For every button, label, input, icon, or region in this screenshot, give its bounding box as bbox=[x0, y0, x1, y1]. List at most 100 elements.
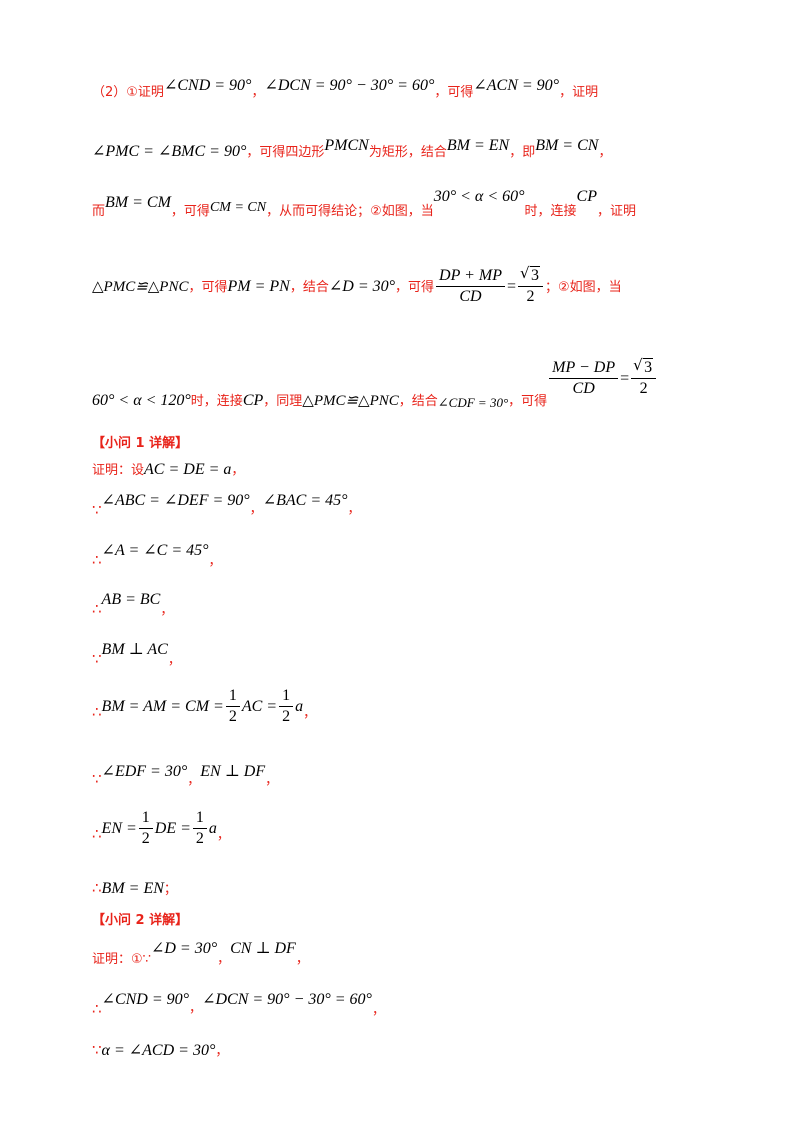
text: ， bbox=[251, 85, 265, 100]
sqrt-value: 3 bbox=[530, 266, 540, 284]
fraction-denominator: 2 bbox=[631, 378, 657, 397]
math-expression: DE = bbox=[154, 820, 191, 837]
text: ，可得 bbox=[170, 204, 210, 219]
summary-line-5: 60° < α < 120°时，连接CP，同理△PMC≌△PNC，结合∠CDF … bbox=[92, 358, 658, 409]
text: ； bbox=[163, 882, 177, 897]
math-expression: ∠ABC = ∠DEF = 90° bbox=[101, 492, 250, 509]
math-expression: ∠EDF = 30° bbox=[101, 763, 188, 780]
text: ， bbox=[249, 502, 263, 517]
math-expression: BM = CM bbox=[105, 194, 171, 211]
fraction-numerator: DP + MP bbox=[439, 267, 502, 284]
math-expression: ∠D = 30° bbox=[328, 278, 396, 295]
text: ，同理 bbox=[263, 394, 303, 409]
fraction-denominator: 2 bbox=[279, 706, 294, 725]
math-expression: BM = AM = CM = bbox=[101, 698, 224, 715]
text: ， bbox=[303, 706, 317, 721]
fraction-numerator: 1 bbox=[282, 687, 291, 704]
math-expression: PMCN bbox=[324, 137, 369, 154]
text: ，可得 bbox=[188, 280, 228, 295]
part1-line-9: ∴BM = EN； bbox=[92, 880, 177, 897]
because-symbol: ∵ bbox=[92, 650, 102, 668]
fraction: DP + MP CD bbox=[436, 268, 505, 305]
text: ，从而可得结论；②如图，当 bbox=[266, 204, 434, 219]
text: ， bbox=[371, 1003, 385, 1018]
text: ， bbox=[187, 773, 201, 788]
text: ， bbox=[189, 1001, 203, 1016]
part2-line-3: ∵α = ∠ACD = 30°， bbox=[92, 1042, 228, 1059]
text: ，可得四边形 bbox=[246, 145, 325, 160]
part1-line-2: ∵∠ABC = ∠DEF = 90°，∠BAC = 45°， bbox=[92, 492, 361, 518]
because-symbol: ∵ bbox=[92, 1041, 102, 1059]
text: ，可得 bbox=[508, 394, 548, 409]
part2-heading: 【小问 2 详解】 bbox=[92, 911, 188, 927]
math-expression: ∠DCN = 90° − 30° = 60° bbox=[264, 77, 435, 94]
sqrt-value: 3 bbox=[643, 358, 654, 376]
math-expression: ∠BAC = 45° bbox=[262, 492, 348, 509]
text: ， bbox=[216, 828, 230, 843]
part1-line-5: ∵BM ⊥ AC， bbox=[92, 641, 181, 668]
fraction-denominator: 2 bbox=[192, 828, 207, 847]
part1-line-7: ∵∠EDF = 30°，EN ⊥ DF， bbox=[92, 763, 278, 788]
therefore-symbol: ∴ bbox=[92, 825, 102, 843]
equals-sign: = bbox=[620, 370, 630, 387]
text: ，可得 bbox=[434, 85, 474, 100]
math-expression: ∠CND = 90° bbox=[163, 77, 252, 94]
text: ， bbox=[167, 653, 181, 668]
math-expression: ∠D = 30° bbox=[150, 940, 218, 957]
therefore-symbol: ∴ bbox=[92, 879, 102, 897]
part2-line-2: ∴∠CND = 90°，∠DCN = 90° − 30° = 60°， bbox=[92, 991, 385, 1018]
fraction-numerator: 1 bbox=[228, 687, 237, 704]
summary-line-3: 而BM = CM，可得CM = CN，从而可得结论；②如图，当30° < α <… bbox=[92, 189, 636, 219]
math-expression: ∠A = ∠C = 45° bbox=[101, 542, 209, 559]
text: 证明：①∵ bbox=[92, 952, 151, 967]
text: ， bbox=[295, 952, 309, 967]
math-expression: AC = bbox=[241, 698, 278, 715]
math-expression: 60° < α < 120° bbox=[92, 392, 191, 409]
part1-line-6: ∴BM = AM = CM = 1 2 AC = 1 2 a， bbox=[92, 688, 316, 725]
text: ， bbox=[598, 145, 612, 160]
math-expression: PM = PN bbox=[227, 278, 290, 295]
math-expression: BM = EN bbox=[446, 137, 510, 154]
fraction-denominator: 2 bbox=[138, 828, 153, 847]
sqrt-symbol: 3 bbox=[520, 266, 540, 284]
math-expression: ∠CND = 90° bbox=[101, 991, 190, 1008]
math-expression: CM = CN bbox=[209, 200, 267, 215]
text: ，结合 bbox=[289, 280, 329, 295]
text: 时，连接 bbox=[190, 394, 243, 409]
text: ，结合 bbox=[398, 394, 438, 409]
math-expression: α = ∠ACD = 30° bbox=[101, 1042, 216, 1059]
math-expression: CP bbox=[576, 188, 597, 205]
text: ，证明 bbox=[559, 85, 599, 100]
fraction-denominator: 2 bbox=[225, 706, 240, 725]
math-expression: AC = DE = a bbox=[144, 461, 232, 478]
part1-line-1: 证明：设AC = DE = a， bbox=[92, 461, 244, 478]
text: ， bbox=[347, 502, 361, 517]
fraction-denominator: CD bbox=[436, 286, 505, 305]
sqrt-fraction: 32 bbox=[518, 266, 543, 305]
math-expression: BM = CN bbox=[535, 137, 599, 154]
math-expression: △PMC≌△PNC bbox=[92, 279, 189, 295]
math-expression: 30° < α < 60° bbox=[433, 188, 525, 205]
math-expression: ∠ACN = 90° bbox=[473, 77, 560, 94]
math-expression: EN = bbox=[101, 820, 137, 837]
math-expression: ∠PMC = ∠BMC = 90° bbox=[92, 143, 247, 160]
section-heading: 【小问 2 详解】 bbox=[92, 913, 189, 928]
therefore-symbol: ∴ bbox=[92, 551, 102, 569]
text: 为矩形，结合 bbox=[368, 145, 447, 160]
math-expression: AB = BC bbox=[101, 591, 161, 608]
therefore-symbol: ∴ bbox=[92, 600, 102, 618]
text: （2）①证明 bbox=[92, 85, 164, 100]
fraction-denominator: 2 bbox=[518, 286, 543, 305]
summary-line-1: （2）①证明∠CND = 90°，∠DCN = 90° − 30° = 60°，… bbox=[92, 78, 599, 100]
part1-line-4: ∴AB = BC， bbox=[92, 591, 173, 618]
text: ， bbox=[265, 773, 279, 788]
sqrt-fraction: 32 bbox=[631, 358, 657, 397]
math-expression: ∠DCN = 90° − 30° = 60° bbox=[202, 991, 372, 1008]
text: ， bbox=[160, 603, 174, 618]
text: ， bbox=[217, 952, 231, 967]
text: ，可得 bbox=[395, 280, 435, 295]
text: ， bbox=[231, 463, 245, 478]
